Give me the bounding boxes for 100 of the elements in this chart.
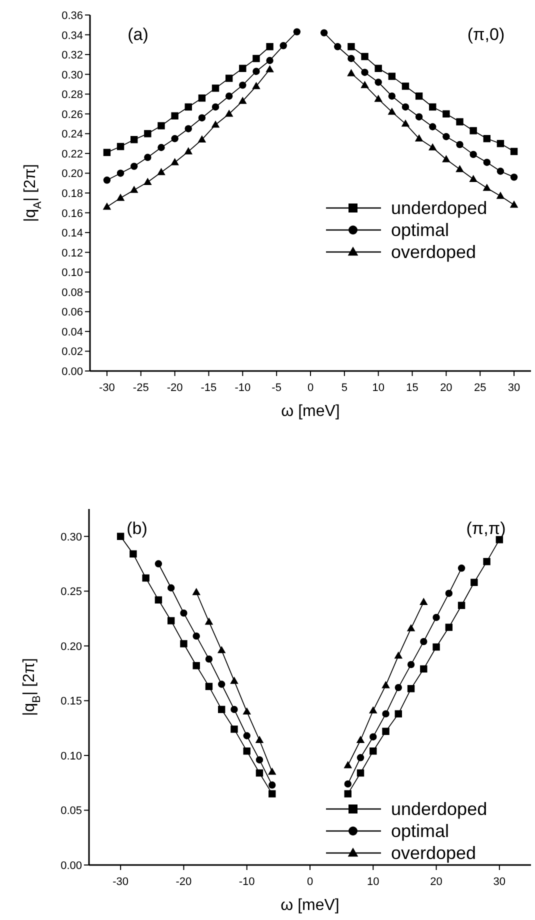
y-tick-label: 0.08	[62, 286, 83, 299]
point	[344, 790, 352, 798]
point	[458, 564, 466, 572]
legend-label: underdoped	[391, 799, 488, 819]
point	[456, 164, 464, 172]
point	[456, 118, 464, 126]
point	[432, 643, 440, 651]
point	[184, 125, 192, 132]
point	[406, 624, 416, 632]
point	[205, 655, 213, 663]
point	[344, 761, 352, 768]
point	[470, 150, 477, 158]
point	[266, 43, 274, 50]
x-tick-label: -30	[112, 876, 129, 888]
point	[198, 94, 206, 102]
point	[211, 120, 220, 128]
point	[224, 110, 234, 117]
point	[130, 550, 137, 558]
y-tick-label: 0.15	[60, 696, 82, 708]
point	[243, 732, 250, 740]
point	[252, 82, 260, 90]
y-tick-label: 0.28	[62, 89, 83, 102]
y-tick-label: 0.20	[62, 168, 83, 180]
annotation: (b)	[126, 519, 148, 538]
x-tick-label: 5	[341, 382, 348, 394]
point	[103, 148, 111, 156]
y-tick-label: 0.14	[62, 228, 83, 240]
point	[144, 178, 152, 185]
point	[360, 80, 369, 88]
x-tick-label: 0	[307, 382, 314, 394]
y-tick-label: 0.32	[62, 50, 83, 62]
point	[394, 684, 402, 692]
point	[420, 598, 428, 605]
point	[361, 68, 368, 76]
point	[130, 162, 138, 170]
point	[192, 632, 200, 640]
point	[252, 54, 260, 62]
point	[420, 665, 428, 673]
point	[255, 736, 264, 744]
point	[442, 155, 450, 162]
point	[230, 706, 238, 714]
y-tick-label: 0.20	[60, 640, 82, 653]
point	[142, 574, 150, 582]
point	[415, 92, 423, 100]
point	[445, 590, 453, 597]
point	[394, 710, 402, 718]
point	[266, 56, 274, 64]
x-tick-label: -25	[132, 382, 149, 394]
point	[382, 728, 390, 735]
point	[483, 558, 490, 566]
point	[348, 54, 355, 62]
x-tick-label: 10	[372, 382, 384, 394]
point	[198, 114, 206, 122]
point	[374, 64, 382, 72]
point	[268, 781, 276, 789]
point	[496, 140, 504, 148]
y-tick-label: 0.05	[60, 805, 82, 818]
point	[388, 108, 396, 115]
point	[510, 148, 518, 156]
point	[116, 532, 124, 540]
point	[238, 96, 247, 104]
x-tick-label: -10	[234, 382, 251, 394]
legend-label: overdoped	[391, 843, 476, 863]
y-tick-label: 0.30	[60, 531, 82, 544]
point	[382, 681, 390, 688]
point	[482, 184, 492, 191]
point	[212, 103, 220, 111]
point	[370, 733, 377, 740]
point	[192, 588, 200, 596]
x-tick-label: -15	[200, 382, 217, 394]
point	[239, 64, 246, 72]
point	[218, 706, 226, 714]
point	[167, 617, 175, 624]
point	[334, 43, 342, 50]
point	[429, 123, 436, 130]
x-tick-label: -10	[238, 876, 255, 888]
point	[130, 136, 138, 144]
point	[432, 614, 440, 622]
y-tick-label: 0.26	[62, 108, 83, 121]
point	[217, 646, 226, 654]
x-tick-label: -5	[272, 382, 282, 394]
point	[348, 43, 355, 50]
point	[374, 94, 382, 102]
point	[103, 176, 111, 184]
point	[428, 143, 437, 150]
point	[280, 42, 287, 50]
point	[154, 596, 162, 604]
legend-label: optimal	[391, 220, 450, 240]
point	[180, 609, 188, 617]
point	[293, 28, 301, 36]
point	[469, 174, 478, 182]
point	[347, 69, 356, 76]
point	[445, 624, 453, 631]
point	[167, 584, 175, 592]
y-tick-label: 0.00	[62, 366, 83, 378]
y-tick-label: 0.18	[62, 188, 83, 200]
x-tick-label: 20	[440, 382, 452, 394]
point	[225, 92, 233, 100]
point	[116, 142, 124, 150]
point	[496, 168, 504, 175]
